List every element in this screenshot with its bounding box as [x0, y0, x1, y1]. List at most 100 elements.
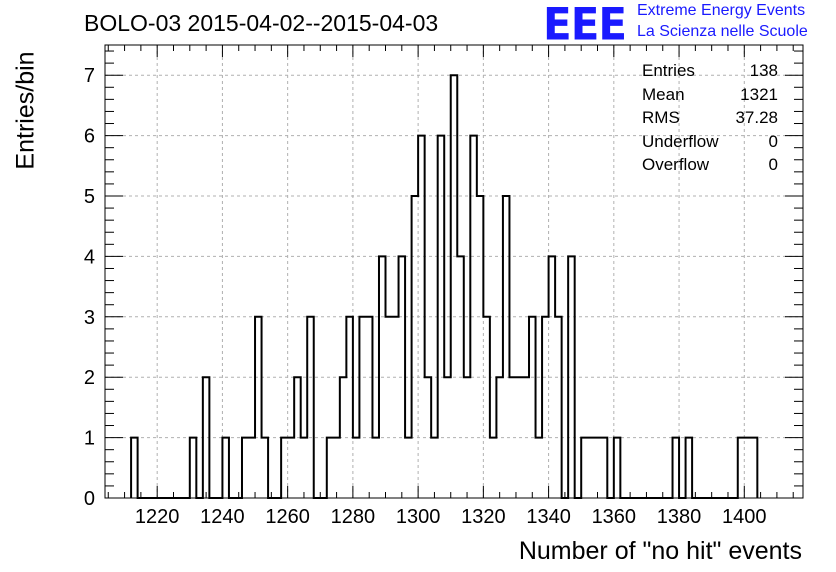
histogram-bin — [601, 438, 608, 498]
histogram-bin — [418, 136, 425, 498]
stats-value: 0 — [768, 155, 778, 174]
x-tick-label: 1300 — [396, 506, 441, 528]
y-tick-label: 4 — [84, 246, 95, 268]
histogram-bin — [483, 317, 490, 498]
eee-logo: EEE — [543, 0, 627, 51]
y-tick-label: 2 — [84, 367, 95, 389]
histogram-bin — [438, 136, 445, 498]
y-tick-label: 5 — [84, 186, 95, 208]
histogram-bin — [555, 317, 562, 498]
x-tick-label: 1260 — [265, 506, 310, 528]
histogram-bin — [327, 438, 334, 498]
histogram-bin — [673, 438, 680, 498]
logo-subtitle-line2: La Scienza nelle Scuole — [637, 23, 808, 40]
x-tick-label: 1360 — [592, 506, 637, 528]
histogram-bin — [522, 377, 529, 498]
histogram-bin — [288, 438, 295, 498]
stats-box: Entries 138 Mean 1321 RMS 37.28 Underflow 0 … — [642, 59, 778, 177]
stats-label: Underflow — [642, 131, 719, 151]
histogram-bin — [203, 377, 210, 498]
stats-label: RMS — [642, 108, 680, 127]
histogram-bin — [496, 377, 503, 498]
histogram-bin — [490, 438, 497, 498]
stats-label: Mean — [642, 84, 685, 104]
histogram-bin — [372, 438, 379, 498]
histogram-bin — [451, 75, 458, 498]
histogram-bin — [470, 136, 477, 498]
stats-value: 138 — [749, 61, 778, 80]
x-tick-label: 1340 — [526, 506, 571, 528]
chart-title: BOLO-03 2015-04-02--2015-04-03 — [84, 10, 439, 36]
x-tick-label: 1240 — [200, 506, 245, 528]
stats-row-entries: Entries 138 — [642, 59, 778, 83]
stats-row-rms: RMS 37.28 — [642, 106, 778, 130]
histogram-bin — [503, 196, 510, 498]
histogram-bin — [444, 377, 451, 498]
stats-label: Overflow — [642, 155, 710, 174]
logo-subtitle-line1: Extreme Energy Events — [637, 2, 806, 19]
histogram-bin — [457, 256, 464, 498]
histogram-bin — [222, 438, 229, 498]
histogram-bin — [405, 438, 412, 498]
histogram-series-line — [130, 74, 759, 499]
stats-value: 1321 — [740, 84, 778, 104]
histogram-bin — [425, 377, 432, 498]
x-tick-label: 1220 — [135, 506, 180, 528]
histogram-bin — [431, 438, 438, 498]
y-tick-label: 7 — [84, 65, 95, 87]
histogram-bin — [751, 438, 758, 498]
histogram-bin — [549, 256, 556, 498]
stats-value: 37.28 — [735, 108, 778, 127]
histogram-bin — [744, 438, 751, 498]
histogram-bin — [399, 256, 406, 498]
histogram-bin — [307, 317, 314, 498]
histogram-bin — [249, 438, 256, 498]
histogram-bin — [509, 377, 516, 498]
histogram-bin — [542, 317, 549, 498]
histogram-bin — [281, 438, 288, 498]
histogram-bin — [262, 438, 269, 498]
x-axis-label: Number of "no hit" events — [518, 537, 802, 565]
histogram-bin — [255, 317, 262, 498]
histogram-bin — [359, 317, 366, 498]
histogram-bin — [190, 438, 197, 498]
histogram-bin — [536, 438, 543, 498]
histogram-bin — [353, 438, 360, 498]
histogram-bin — [379, 256, 386, 498]
y-tick-label: 6 — [84, 126, 95, 148]
histogram-bin — [386, 317, 393, 498]
stats-row-mean: Mean 1321 — [642, 83, 778, 107]
histogram-bin — [242, 438, 249, 498]
histogram-bin — [301, 438, 308, 498]
x-tick-label: 1380 — [657, 506, 702, 528]
plot-frame — [104, 44, 804, 499]
stats-row-underflow: Underflow 0 — [642, 130, 778, 154]
y-tick-label: 3 — [84, 307, 95, 329]
histogram-bin — [588, 438, 595, 498]
histogram-bin — [594, 438, 601, 498]
histogram-bin — [614, 438, 621, 498]
stats-label: Entries — [642, 61, 695, 80]
x-tick-label: 1320 — [461, 506, 506, 528]
histogram-bin — [294, 377, 301, 498]
histogram-bin — [412, 196, 419, 498]
histogram-bin — [529, 317, 536, 498]
histogram-bin — [366, 317, 373, 498]
histogram-bin — [738, 438, 745, 498]
y-axis-label: Entries/bin — [11, 51, 40, 170]
y-tick-label: 0 — [84, 488, 95, 510]
histogram-bin — [340, 377, 347, 498]
stats-row-overflow: Overflow 0 — [642, 153, 778, 177]
histogram-bin — [581, 438, 588, 498]
histogram-bin — [516, 377, 523, 498]
histogram-bin — [392, 317, 399, 498]
histogram-bin — [333, 438, 340, 498]
histogram-bin — [346, 317, 353, 498]
y-tick-label: 1 — [84, 428, 95, 450]
histogram-bin — [464, 377, 471, 498]
x-tick-label: 1280 — [331, 506, 376, 528]
x-tick-label: 1400 — [722, 506, 767, 528]
histogram-bin — [477, 196, 484, 498]
histogram-bin — [568, 256, 575, 498]
